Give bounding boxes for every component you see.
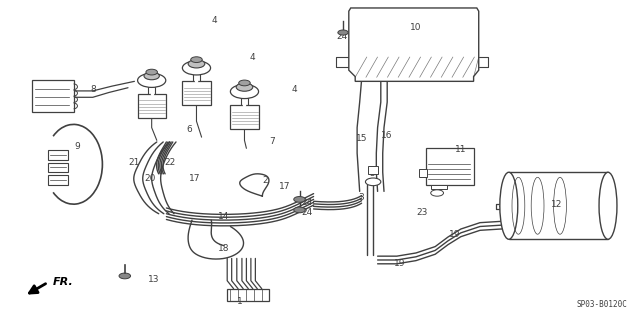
Circle shape: [191, 57, 202, 63]
Circle shape: [146, 69, 157, 75]
Bar: [368, 166, 378, 174]
Bar: [509, 172, 608, 239]
Text: 12: 12: [551, 200, 563, 209]
Bar: [230, 105, 259, 129]
Bar: [48, 163, 68, 172]
Text: 24: 24: [301, 198, 313, 207]
Text: 22: 22: [164, 158, 175, 167]
Bar: [32, 80, 74, 112]
Text: 14: 14: [218, 212, 230, 221]
Circle shape: [119, 273, 131, 279]
Circle shape: [338, 30, 348, 35]
Text: 8: 8: [90, 85, 95, 94]
Text: 16: 16: [381, 131, 393, 140]
Bar: [48, 175, 68, 185]
Text: 19: 19: [394, 259, 406, 268]
Bar: [426, 148, 474, 185]
Ellipse shape: [500, 172, 518, 239]
Text: 15: 15: [356, 134, 367, 143]
Bar: [138, 94, 166, 118]
Circle shape: [230, 85, 259, 99]
Bar: [48, 150, 68, 160]
Polygon shape: [349, 8, 479, 81]
Circle shape: [236, 83, 253, 91]
Text: 24: 24: [337, 32, 348, 41]
Circle shape: [138, 73, 166, 87]
Text: 13: 13: [148, 275, 159, 284]
Circle shape: [365, 178, 381, 186]
Text: 4: 4: [212, 16, 217, 25]
Text: 3: 3: [359, 193, 364, 202]
Text: 24: 24: [301, 208, 313, 217]
Circle shape: [239, 80, 250, 86]
Text: SP03-B0120C: SP03-B0120C: [577, 300, 627, 309]
Bar: [227, 289, 269, 301]
Bar: [419, 169, 427, 177]
Text: 1: 1: [237, 297, 243, 306]
Text: 21: 21: [129, 158, 140, 167]
Text: 7: 7: [269, 137, 275, 146]
Text: 5: 5: [370, 169, 375, 178]
Text: 23: 23: [417, 208, 428, 217]
Text: 18: 18: [218, 244, 230, 253]
Text: FR.: FR.: [52, 277, 73, 287]
Bar: [431, 185, 447, 189]
Text: 19: 19: [449, 230, 460, 239]
Text: 17: 17: [279, 182, 291, 191]
Bar: [182, 81, 211, 105]
Circle shape: [294, 207, 305, 213]
Text: 11: 11: [455, 145, 467, 154]
FancyArrowPatch shape: [29, 284, 45, 293]
Text: 9: 9: [74, 142, 79, 151]
Text: 17: 17: [189, 174, 201, 183]
Text: 2: 2: [263, 176, 268, 185]
Text: 6: 6: [186, 125, 191, 134]
Circle shape: [182, 61, 211, 75]
Text: 20: 20: [145, 174, 156, 183]
Circle shape: [431, 190, 444, 196]
Text: 4: 4: [292, 85, 297, 94]
Circle shape: [144, 72, 159, 80]
Circle shape: [294, 197, 305, 202]
Ellipse shape: [599, 172, 617, 239]
Text: 10: 10: [410, 23, 422, 32]
Circle shape: [188, 60, 205, 68]
Text: 4: 4: [250, 53, 255, 62]
